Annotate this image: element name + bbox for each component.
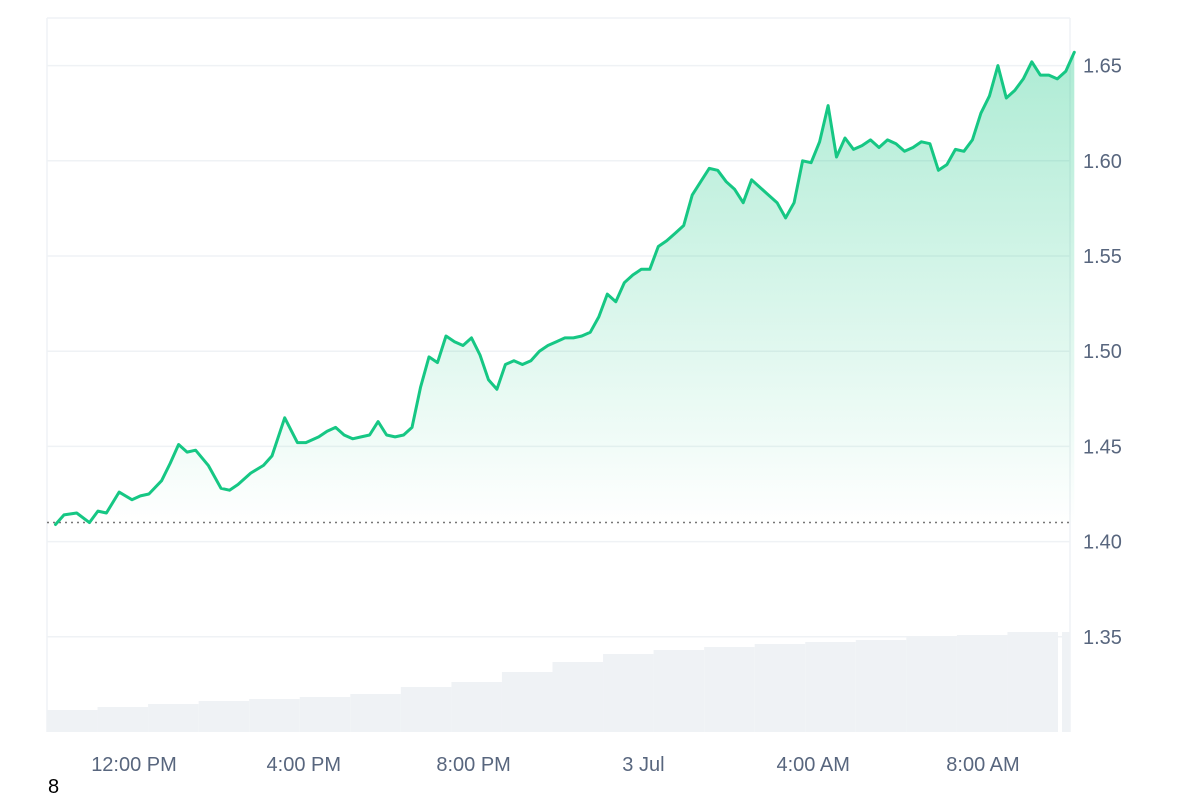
y-tick-label: 1.40 xyxy=(1083,532,1122,554)
x-tick-label: 3 Jul xyxy=(622,754,664,776)
volume-bar xyxy=(249,699,300,732)
volume-bar xyxy=(805,642,856,732)
volume-bar xyxy=(552,662,604,732)
volume-bar xyxy=(198,701,250,732)
volume-bar xyxy=(148,704,199,732)
volume-bar xyxy=(299,697,351,732)
volume-bar xyxy=(350,694,401,732)
volume-bar xyxy=(956,635,1008,732)
y-tick-label: 1.55 xyxy=(1083,246,1122,268)
volume-bar xyxy=(451,682,502,732)
volume-bar xyxy=(400,687,452,732)
volume-bar xyxy=(704,647,755,732)
price-line xyxy=(54,50,1076,526)
volume-bar xyxy=(855,640,907,732)
x-tick-label: 12:00 PM xyxy=(91,754,177,776)
x-tick-label: 8:00 AM xyxy=(946,754,1019,776)
volume-bar xyxy=(906,637,957,732)
price-area xyxy=(55,52,1075,525)
corner-label: 8 xyxy=(48,776,60,798)
y-tick-label: 1.65 xyxy=(1083,56,1122,78)
volume-bar xyxy=(1007,632,1058,732)
volume-bar xyxy=(754,644,806,732)
x-tick-label: 8:00 PM xyxy=(436,754,510,776)
volume-bar xyxy=(1062,632,1070,732)
y-tick-label: 1.50 xyxy=(1083,341,1122,363)
y-tick-label: 1.35 xyxy=(1083,627,1122,649)
volume-bar xyxy=(47,710,98,732)
x-tick-label: 4:00 AM xyxy=(777,754,850,776)
volume-bar xyxy=(501,672,553,732)
volume-bar xyxy=(653,650,705,732)
volume-bar xyxy=(97,707,149,732)
y-tick-label: 1.45 xyxy=(1083,436,1122,458)
y-tick-label: 1.60 xyxy=(1083,151,1122,173)
volume-bar xyxy=(603,654,654,732)
x-tick-label: 4:00 PM xyxy=(267,754,341,776)
